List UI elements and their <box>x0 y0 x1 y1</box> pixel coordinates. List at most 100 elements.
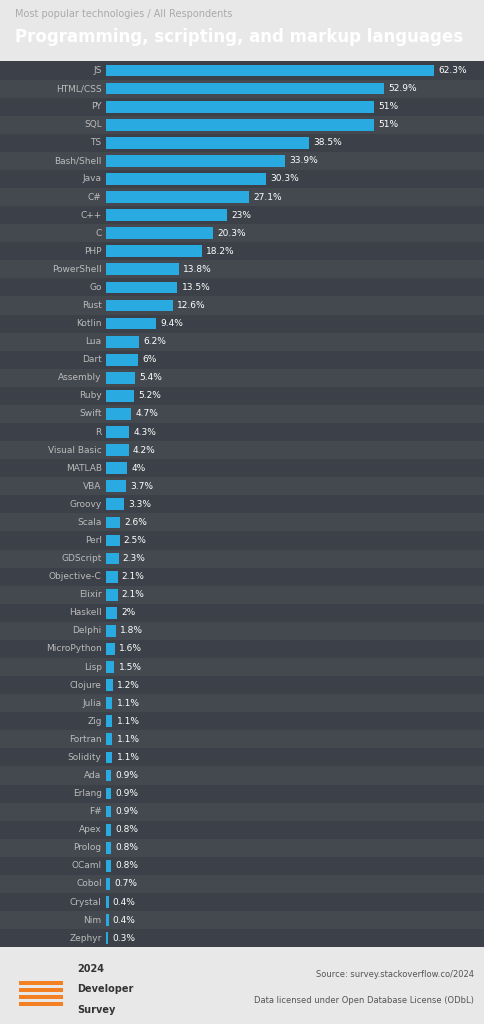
Text: 4.7%: 4.7% <box>136 410 158 419</box>
Text: Go: Go <box>89 283 102 292</box>
Text: C#: C# <box>88 193 102 202</box>
Bar <box>106 713 474 730</box>
Text: 2.3%: 2.3% <box>123 554 146 563</box>
FancyBboxPatch shape <box>19 1001 63 1006</box>
Text: Java: Java <box>83 174 102 183</box>
Bar <box>106 716 112 727</box>
Text: TS: TS <box>91 138 102 147</box>
Bar <box>0 350 484 369</box>
Bar <box>0 423 484 441</box>
Bar <box>106 929 474 947</box>
Bar <box>0 134 484 152</box>
Text: 1.2%: 1.2% <box>117 681 140 689</box>
Bar <box>106 83 384 94</box>
Text: Developer: Developer <box>77 984 134 994</box>
Text: 0.9%: 0.9% <box>115 771 138 780</box>
Text: 2024: 2024 <box>77 964 105 974</box>
Text: 2.6%: 2.6% <box>124 518 147 527</box>
Bar <box>106 119 375 131</box>
Text: Lua: Lua <box>86 337 102 346</box>
Text: 33.9%: 33.9% <box>289 157 318 165</box>
Bar <box>106 893 474 911</box>
Bar <box>106 441 474 459</box>
Bar <box>106 643 115 654</box>
Bar <box>106 155 285 167</box>
Bar <box>106 462 127 474</box>
Bar <box>106 480 126 493</box>
Text: 52.9%: 52.9% <box>389 84 417 93</box>
Bar <box>106 404 474 423</box>
Text: 4.3%: 4.3% <box>133 427 156 436</box>
Bar <box>0 586 484 604</box>
Bar <box>106 134 474 152</box>
Bar <box>0 730 484 749</box>
Bar <box>106 282 178 293</box>
Text: 1.8%: 1.8% <box>120 627 143 635</box>
Bar <box>0 874 484 893</box>
Bar <box>0 188 484 206</box>
Bar <box>106 857 474 874</box>
Text: 5.2%: 5.2% <box>138 391 161 400</box>
Bar <box>106 842 111 854</box>
Bar <box>106 408 131 420</box>
Bar <box>106 116 474 134</box>
Text: 4.2%: 4.2% <box>133 445 155 455</box>
Bar <box>106 209 227 221</box>
Text: 51%: 51% <box>378 120 399 129</box>
Text: 4%: 4% <box>132 464 146 473</box>
Bar <box>0 296 484 314</box>
Text: OCaml: OCaml <box>72 861 102 870</box>
Bar <box>0 911 484 929</box>
Bar <box>0 531 484 550</box>
Bar <box>0 567 484 586</box>
Text: PHP: PHP <box>84 247 102 256</box>
Bar <box>106 784 474 803</box>
Bar <box>106 97 474 116</box>
Bar <box>106 607 117 618</box>
Text: 20.3%: 20.3% <box>217 228 246 238</box>
Bar <box>106 839 474 857</box>
Text: Kotlin: Kotlin <box>76 319 102 328</box>
Text: 62.3%: 62.3% <box>438 66 467 75</box>
Bar <box>0 929 484 947</box>
Text: 18.2%: 18.2% <box>206 247 235 256</box>
Bar <box>106 625 116 637</box>
Bar <box>106 206 474 224</box>
Bar <box>0 477 484 496</box>
Bar <box>106 766 474 784</box>
Text: Most popular technologies / All Respondents: Most popular technologies / All Responde… <box>15 9 232 19</box>
Bar <box>0 206 484 224</box>
Text: Prolog: Prolog <box>74 844 102 852</box>
Text: Swift: Swift <box>79 410 102 419</box>
Bar <box>106 535 120 547</box>
Bar <box>0 496 484 513</box>
Text: Ada: Ada <box>84 771 102 780</box>
Text: 0.3%: 0.3% <box>112 934 135 943</box>
Text: Survey: Survey <box>77 1006 116 1015</box>
Bar <box>0 116 484 134</box>
Text: 23%: 23% <box>231 211 252 219</box>
Text: Data licensed under Open Database License (ODbL): Data licensed under Open Database Licens… <box>255 996 474 1006</box>
Bar <box>106 496 474 513</box>
Bar <box>106 622 474 640</box>
Text: 51%: 51% <box>378 102 399 112</box>
Bar <box>106 730 474 749</box>
Bar <box>106 336 139 347</box>
Text: Julia: Julia <box>82 698 102 708</box>
FancyBboxPatch shape <box>19 988 63 991</box>
Text: Clojure: Clojure <box>70 681 102 689</box>
Bar <box>0 604 484 622</box>
Text: JS: JS <box>93 66 102 75</box>
Bar <box>106 350 474 369</box>
Text: 13.8%: 13.8% <box>183 265 212 273</box>
Bar <box>0 170 484 188</box>
Bar <box>0 369 484 387</box>
Text: Scala: Scala <box>77 518 102 527</box>
Text: Bash/Shell: Bash/Shell <box>54 157 102 165</box>
Bar <box>0 513 484 531</box>
Text: Ruby: Ruby <box>79 391 102 400</box>
Bar <box>106 263 179 275</box>
Text: Apex: Apex <box>79 825 102 835</box>
Text: 1.5%: 1.5% <box>119 663 141 672</box>
Bar <box>0 459 484 477</box>
